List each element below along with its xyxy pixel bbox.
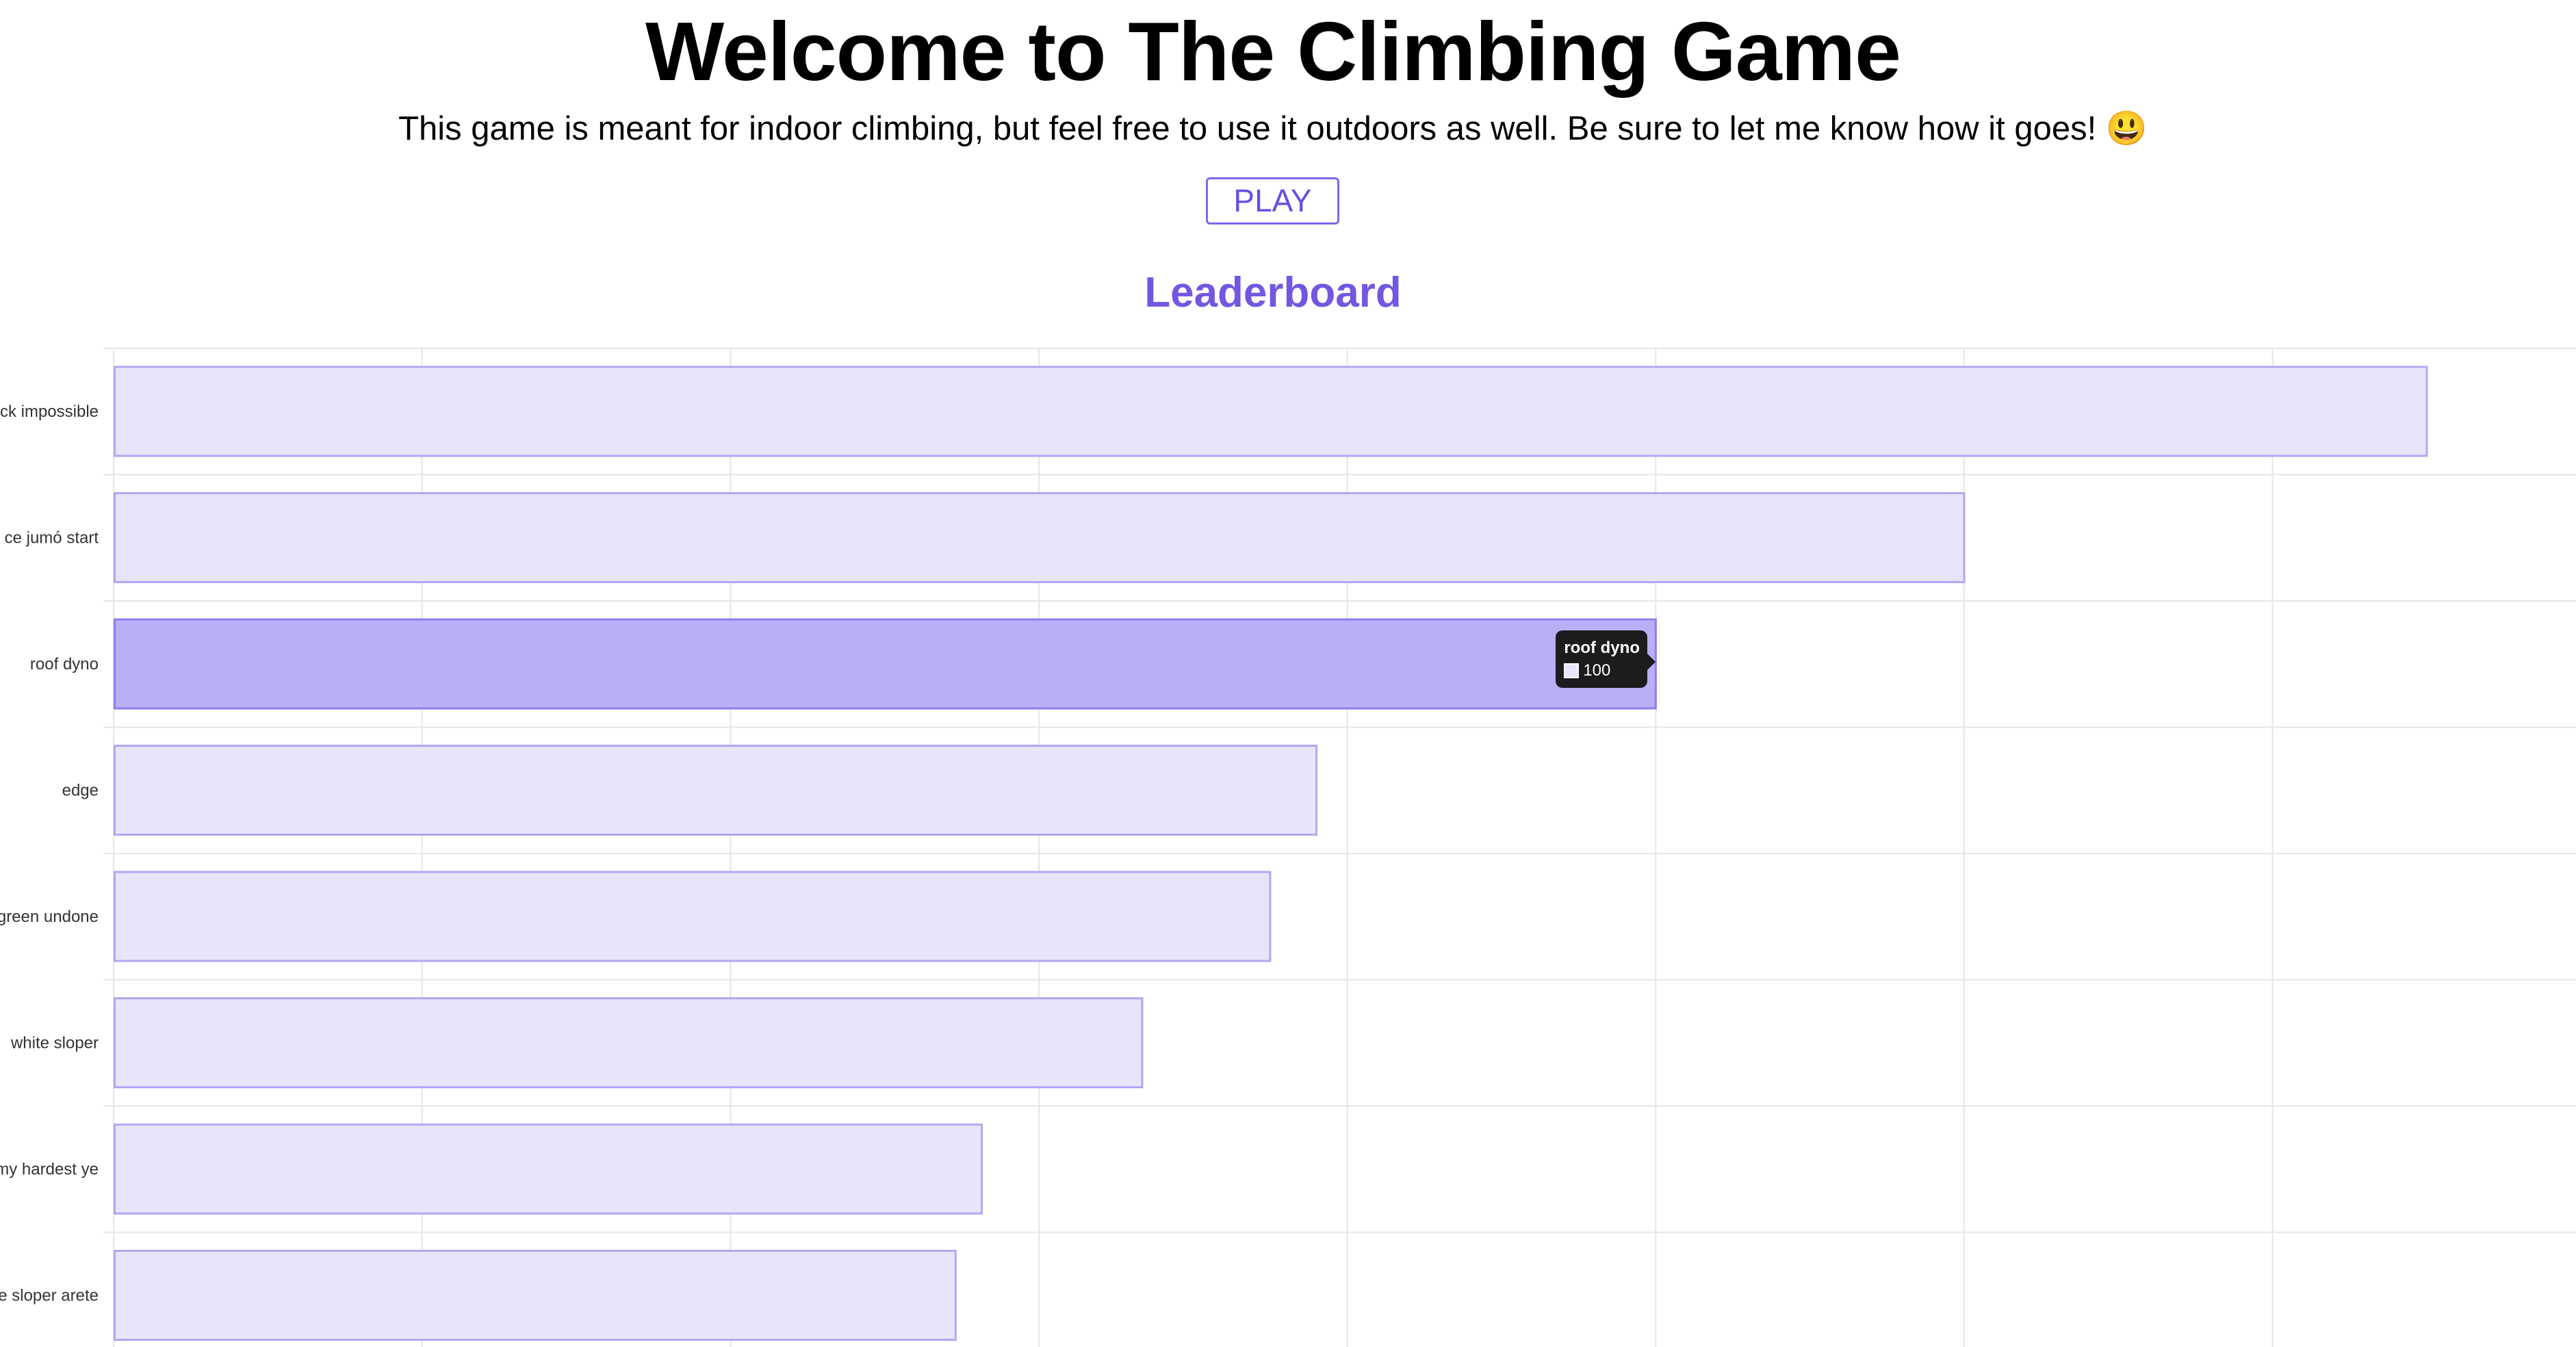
category-label: ce jumó start bbox=[5, 529, 99, 548]
bar-ck-impossible[interactable] bbox=[114, 365, 2428, 457]
chart-category-labels: ck impossible ce jumó start roof dyno edge g… bbox=[0, 402, 99, 1305]
category-label: e sloper arete bbox=[0, 1287, 99, 1305]
chart-bars bbox=[114, 365, 2428, 1341]
bar-e-sloper-arete[interactable] bbox=[114, 1250, 957, 1341]
tooltip-title: roof dyno bbox=[1564, 639, 1640, 657]
category-label: edge bbox=[62, 782, 99, 800]
leaderboard-title: Leaderboard bbox=[1144, 269, 1402, 316]
play-button[interactable]: PLAY bbox=[1206, 177, 1339, 224]
category-label: ck impossible bbox=[0, 402, 99, 421]
category-label: white sloper bbox=[10, 1034, 99, 1053]
chart-tooltip: roof dyno 100 bbox=[1556, 630, 1656, 688]
category-label: my hardest ye bbox=[0, 1160, 99, 1179]
bar-green-undone[interactable] bbox=[114, 871, 1272, 962]
bar-my-hardest-ye[interactable] bbox=[114, 1123, 983, 1215]
tooltip-row: 100 bbox=[1564, 659, 1639, 682]
bar-edge[interactable] bbox=[114, 745, 1318, 836]
bar-roof-dyno[interactable] bbox=[114, 618, 1657, 710]
tooltip-value: 100 bbox=[1583, 661, 1611, 680]
tooltip-color-swatch bbox=[1564, 663, 1580, 678]
category-label: roof dyno bbox=[30, 655, 99, 674]
page-title: Welcome to The Climbing Game bbox=[645, 5, 1901, 98]
category-label: green undone bbox=[0, 908, 99, 926]
page-subtitle: This game is meant for indoor climbing, … bbox=[398, 110, 2148, 147]
bar-ce-jum-start[interactable] bbox=[114, 492, 1966, 583]
bar-white-sloper[interactable] bbox=[114, 997, 1144, 1088]
